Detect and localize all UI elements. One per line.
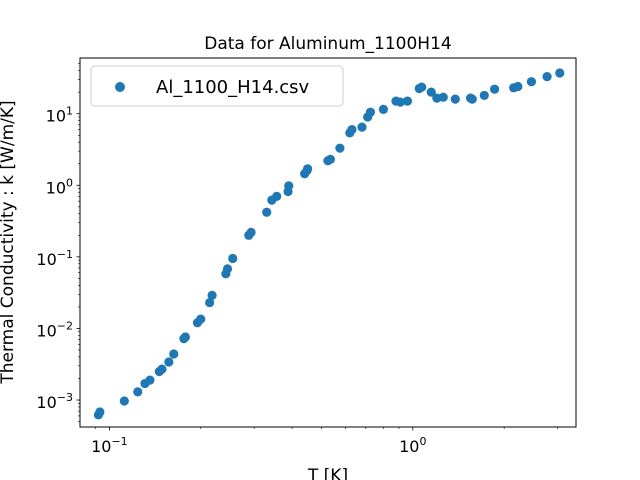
data-point xyxy=(450,94,460,104)
data-point xyxy=(246,227,256,237)
legend-marker xyxy=(115,82,125,92)
data-point xyxy=(119,396,129,406)
plot-area xyxy=(80,58,576,427)
plot-frame xyxy=(79,57,577,428)
data-point xyxy=(205,297,215,308)
x-tick-label: 100 xyxy=(399,435,426,456)
y-tick-label: 101 xyxy=(46,105,73,126)
data-point xyxy=(262,207,272,217)
data-point xyxy=(417,82,427,92)
data-point xyxy=(513,81,523,92)
y-tick-label: 100 xyxy=(46,176,73,197)
data-point xyxy=(228,253,238,264)
data-point xyxy=(196,314,206,324)
data-points xyxy=(93,68,565,420)
chart-title: Data for Aluminum_1100H14 xyxy=(204,34,451,54)
y-axis: 10−3 10−2 10−1 100 101 xyxy=(36,63,80,422)
data-point xyxy=(164,357,174,367)
data-point xyxy=(365,107,376,117)
data-point xyxy=(95,407,105,417)
data-point xyxy=(489,84,500,94)
y-tick-label: 10−3 xyxy=(36,391,73,412)
data-point xyxy=(542,71,552,82)
x-axis: 10−1 100 xyxy=(91,427,558,456)
x-tick-label: 10−1 xyxy=(91,435,128,456)
legend: Al_1100_H14.csv xyxy=(90,65,344,107)
data-point xyxy=(303,164,313,174)
data-point xyxy=(145,375,155,385)
data-point xyxy=(272,191,282,201)
data-point xyxy=(479,90,489,101)
data-point xyxy=(438,92,448,102)
data-point xyxy=(555,68,565,78)
data-point xyxy=(402,96,413,106)
data-point xyxy=(467,94,477,104)
data-point xyxy=(426,87,436,97)
data-point xyxy=(284,181,294,191)
legend-box xyxy=(90,65,344,107)
data-point xyxy=(133,387,143,397)
data-point xyxy=(222,264,233,274)
data-point xyxy=(169,349,179,359)
data-point xyxy=(335,143,345,153)
data-point xyxy=(378,104,389,114)
y-tick-label: 10−1 xyxy=(36,248,73,269)
y-tick-label: 10−2 xyxy=(36,319,73,340)
data-point xyxy=(180,332,190,342)
data-point xyxy=(207,290,217,300)
y-axis-label: Thermal Conductivity : k [W/m/K] xyxy=(0,100,18,384)
data-point xyxy=(395,97,405,107)
data-point xyxy=(325,154,335,164)
data-point xyxy=(157,364,167,374)
data-point xyxy=(347,124,357,135)
data-point xyxy=(357,122,367,132)
data-point xyxy=(526,77,537,87)
x-axis-label: T [K] xyxy=(307,466,348,480)
legend-label: Al_1100_H14.csv xyxy=(156,77,310,98)
